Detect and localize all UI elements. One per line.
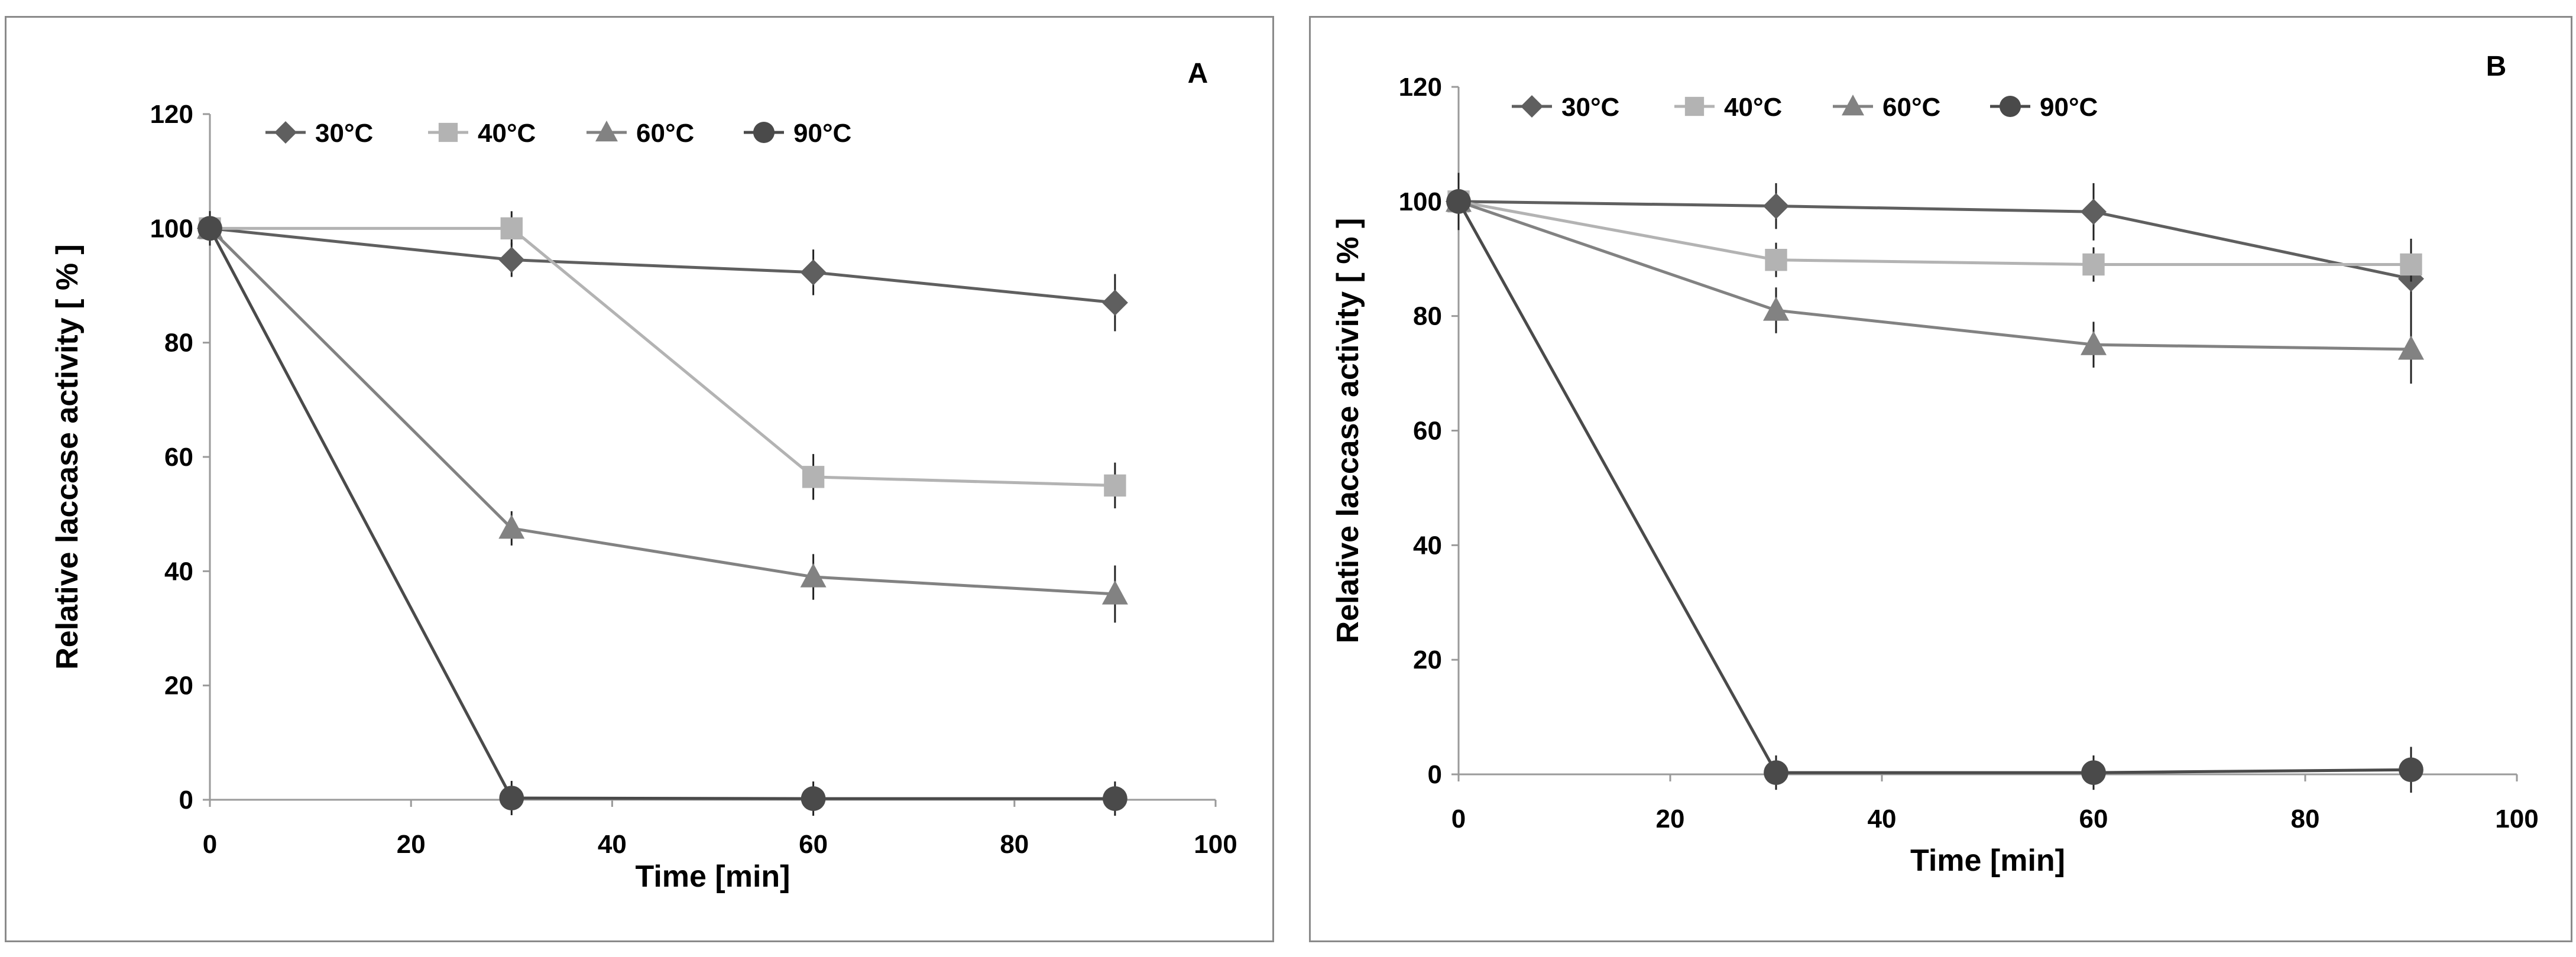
x-tick-label: 20 [1656, 804, 1685, 833]
y-tick-label: 60 [1413, 417, 1442, 446]
data-point [498, 246, 525, 273]
data-point [1765, 248, 1787, 271]
panel-letter: B [2486, 51, 2507, 82]
legend-label: 60°C [1882, 93, 1940, 122]
legend-marker [595, 121, 618, 142]
y-tick-label: 60 [164, 443, 193, 472]
data-point [2398, 335, 2424, 360]
legend-marker [1521, 95, 1543, 118]
data-point [2400, 253, 2422, 276]
series-40c [199, 211, 1126, 508]
series-line [1458, 200, 2412, 351]
data-point [1103, 786, 1127, 811]
chart-b-svg: 0 20 40 60 80 100 120 0 20 40 60 80 100 Time [min] Rel… [1331, 51, 2539, 878]
legend-label: 60°C [636, 119, 694, 148]
data-point [197, 216, 222, 241]
y-tick-label: 20 [1413, 645, 1442, 674]
y-tick-label: 100 [150, 214, 193, 243]
series-60c [197, 211, 1128, 623]
series-60c [1446, 184, 2424, 384]
data-point [1104, 474, 1126, 497]
x-tick-label: 60 [799, 830, 828, 859]
y-tick-label: 80 [164, 329, 193, 358]
data-point [1101, 580, 1128, 605]
y-tick-label: 80 [1413, 302, 1442, 331]
data-point [2081, 760, 2106, 785]
y-tick-label: 120 [1399, 73, 1442, 102]
legend-marker [753, 121, 775, 144]
x-tick-label: 20 [397, 830, 426, 859]
data-point [2081, 199, 2107, 225]
data-point [800, 563, 827, 588]
y-axis-label: Relative laccase activity [ % ] [1331, 218, 1365, 644]
y-tick-label: 40 [1413, 531, 1442, 560]
data-point [1763, 296, 1789, 321]
x-axis-label: Time [min] [636, 859, 790, 894]
series-line [209, 227, 1116, 596]
series-line [209, 226, 1116, 304]
y-tick-label: 0 [179, 786, 193, 815]
data-point [2399, 757, 2423, 783]
series-90c [1446, 184, 2423, 793]
legend-marker [1999, 95, 2021, 118]
y-tick-label: 20 [164, 671, 193, 700]
y-tick-label: 0 [1428, 760, 1442, 789]
legend-label: 30°C [315, 119, 373, 148]
legend-label: 40°C [1724, 93, 1782, 122]
legend-label: 90°C [793, 119, 851, 148]
y-tick-label: 100 [1399, 187, 1442, 216]
series-90c [197, 211, 1127, 816]
y-tick-label: 40 [164, 557, 193, 586]
x-tick-label: 40 [1868, 804, 1897, 833]
data-point [802, 466, 825, 488]
data-point [498, 514, 525, 539]
y-tick-label: 120 [150, 100, 193, 129]
y-axis-label: Relative laccase activity [ % ] [50, 244, 85, 670]
data-point [800, 259, 827, 286]
x-tick-label: 80 [2291, 804, 2320, 833]
legend-marker [438, 122, 458, 142]
x-tick-label: 100 [2495, 804, 2538, 833]
x-tick-label: 40 [598, 830, 627, 859]
data-point [500, 217, 523, 240]
x-tick-label: 80 [1000, 830, 1029, 859]
x-tick-label: 0 [203, 830, 217, 859]
data-point [801, 786, 826, 811]
series-40c [1447, 179, 2422, 282]
series-line [1458, 200, 2411, 266]
data-point [1764, 760, 1788, 785]
series-line [208, 228, 1115, 800]
series-line [210, 226, 1115, 487]
series-line [1457, 200, 2412, 774]
x-tick-label: 0 [1451, 804, 1466, 833]
legend-marker [1684, 96, 1705, 116]
series-line [1458, 200, 2412, 281]
data-point [2082, 253, 2105, 276]
data-point [1446, 189, 1471, 214]
panel-letter: A [1188, 58, 1208, 89]
x-axis-label: Time [min] [1910, 844, 2065, 878]
legend-label: 30°C [1561, 93, 1619, 122]
chart-panel-b: 0 20 40 60 80 100 120 0 20 40 60 80 100 Time [min] Rel… [1309, 16, 2572, 942]
legend-label: 40°C [478, 119, 536, 148]
data-point [1101, 290, 1128, 316]
chart-panel-a: 0 20 40 60 80 100 120 0 20 40 60 80 100 Time [min] Rel… [5, 16, 1274, 942]
legend-marker [1842, 95, 1864, 116]
data-point [1763, 193, 1789, 219]
x-tick-label: 60 [2079, 804, 2108, 833]
chart-a-svg: 0 20 40 60 80 100 120 0 20 40 60 80 100 Time [min] Rel… [50, 58, 1237, 894]
legend-marker [274, 121, 297, 144]
x-tick-label: 100 [1194, 830, 1237, 859]
data-point [2081, 331, 2107, 355]
data-point [499, 786, 524, 810]
legend-label: 90°C [2040, 93, 2098, 122]
